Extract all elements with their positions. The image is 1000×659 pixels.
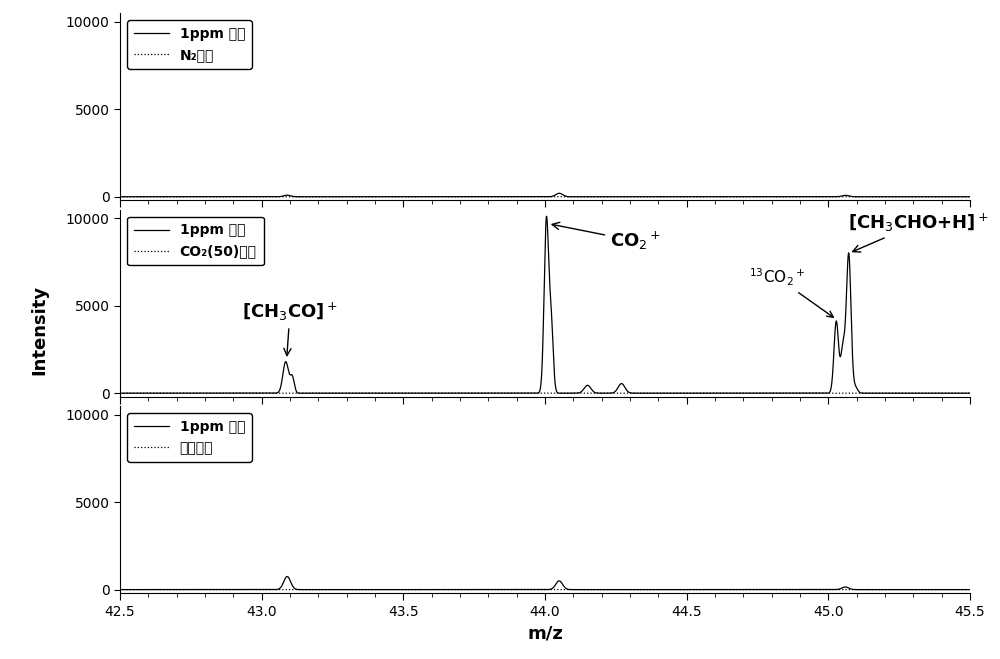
1ppm 乙醉	[172, 586, 184, 594]
CO₂(50)背景	[114, 389, 126, 397]
1ppm 乙醉	[626, 586, 638, 594]
N₂背景	[964, 193, 976, 201]
N₂背景	[114, 193, 126, 201]
1ppm 乙醉	[318, 193, 330, 201]
1ppm 乙醉	[575, 586, 587, 594]
Legend: 1ppm 乙醉, 空气背景: 1ppm 乙醉, 空气背景	[127, 413, 252, 462]
Text: Intensity: Intensity	[30, 285, 48, 374]
1ppm 乙醉	[114, 586, 126, 594]
Text: [CH$_3$CO]$^+$: [CH$_3$CO]$^+$	[242, 301, 338, 356]
1ppm 乙醉	[964, 193, 976, 201]
1ppm 乙醉	[114, 193, 126, 201]
1ppm 乙醉	[745, 193, 757, 201]
1ppm 乙醉	[964, 389, 976, 397]
1ppm 乙醉	[114, 389, 126, 397]
1ppm 乙醉	[541, 212, 553, 220]
X-axis label: m/z: m/z	[527, 625, 563, 643]
空气背景	[575, 586, 587, 594]
Legend: 1ppm 乙醉, N₂背景: 1ppm 乙醉, N₂背景	[127, 20, 252, 69]
N₂背景	[626, 193, 638, 201]
Line: 1ppm 乙醉: 1ppm 乙醉	[120, 193, 970, 197]
1ppm 乙醉	[318, 389, 330, 397]
CO₂(50)背景	[172, 389, 184, 397]
Legend: 1ppm 乙醉, CO₂(50)背景: 1ppm 乙醉, CO₂(50)背景	[127, 217, 264, 266]
1ppm 乙醉	[440, 586, 452, 594]
Text: $^{13}$CO$_2$$^+$: $^{13}$CO$_2$$^+$	[749, 267, 833, 317]
CO₂(50)背景	[440, 389, 452, 397]
1ppm 乙醉	[553, 189, 565, 197]
1ppm 乙醉	[626, 389, 638, 397]
Line: 1ppm 乙醉: 1ppm 乙醉	[120, 577, 970, 590]
1ppm 乙醉	[172, 193, 184, 201]
空气背景	[745, 586, 757, 594]
N₂背景	[440, 193, 452, 201]
1ppm 乙醉	[964, 586, 976, 594]
1ppm 乙醉	[575, 193, 587, 201]
1ppm 乙醉	[575, 388, 587, 396]
N₂背景	[172, 193, 184, 201]
空气背景	[114, 586, 126, 594]
1ppm 乙醉	[172, 389, 184, 397]
空气背景	[172, 586, 184, 594]
1ppm 乙醉	[745, 389, 757, 397]
CO₂(50)背景	[626, 389, 638, 397]
空气背景	[440, 586, 452, 594]
1ppm 乙醉	[440, 193, 452, 201]
1ppm 乙醉	[281, 573, 293, 581]
1ppm 乙醉	[318, 586, 330, 594]
Text: [CH$_3$CHO+H]$^+$: [CH$_3$CHO+H]$^+$	[848, 212, 990, 252]
1ppm 乙醉	[626, 193, 638, 201]
N₂背景	[745, 193, 757, 201]
N₂背景	[318, 193, 330, 201]
1ppm 乙醉	[745, 586, 757, 594]
空气背景	[318, 586, 330, 594]
Line: 1ppm 乙醉: 1ppm 乙醉	[120, 216, 970, 393]
1ppm 乙醉	[440, 389, 452, 397]
CO₂(50)背景	[745, 389, 757, 397]
CO₂(50)背景	[964, 389, 976, 397]
N₂背景	[575, 193, 587, 201]
CO₂(50)背景	[318, 389, 330, 397]
Text: CO$_2$$^+$: CO$_2$$^+$	[552, 222, 661, 252]
空气背景	[964, 586, 976, 594]
空气背景	[626, 586, 638, 594]
CO₂(50)背景	[575, 389, 587, 397]
